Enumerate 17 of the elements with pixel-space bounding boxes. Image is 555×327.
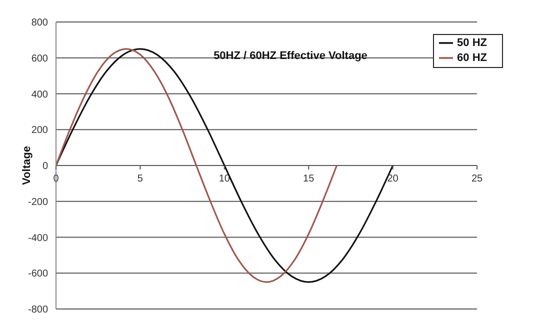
x-tick-label: 10 bbox=[218, 174, 230, 184]
y-tick-label: 800 bbox=[31, 18, 48, 29]
legend-label: 60 HZ bbox=[457, 52, 487, 64]
x-tick-label: 15 bbox=[303, 174, 315, 184]
legend-label: 50 HZ bbox=[457, 37, 487, 49]
y-tick-label: 400 bbox=[31, 89, 48, 100]
y-tick-label: -400 bbox=[28, 232, 48, 244]
y-tick-label: 0 bbox=[42, 161, 48, 172]
y-tick-label: 600 bbox=[31, 53, 48, 64]
x-tick-label: 5 bbox=[137, 174, 144, 184]
x-tick-label: 25 bbox=[471, 174, 484, 184]
y-tick-label: -800 bbox=[28, 304, 48, 316]
y-tick-label: -600 bbox=[28, 268, 48, 280]
y-tick-label: 200 bbox=[31, 125, 48, 136]
x-tick-label: 20 bbox=[387, 174, 399, 184]
y-tick-label: -200 bbox=[28, 196, 48, 208]
y-axis-title: Voltage bbox=[20, 146, 33, 185]
